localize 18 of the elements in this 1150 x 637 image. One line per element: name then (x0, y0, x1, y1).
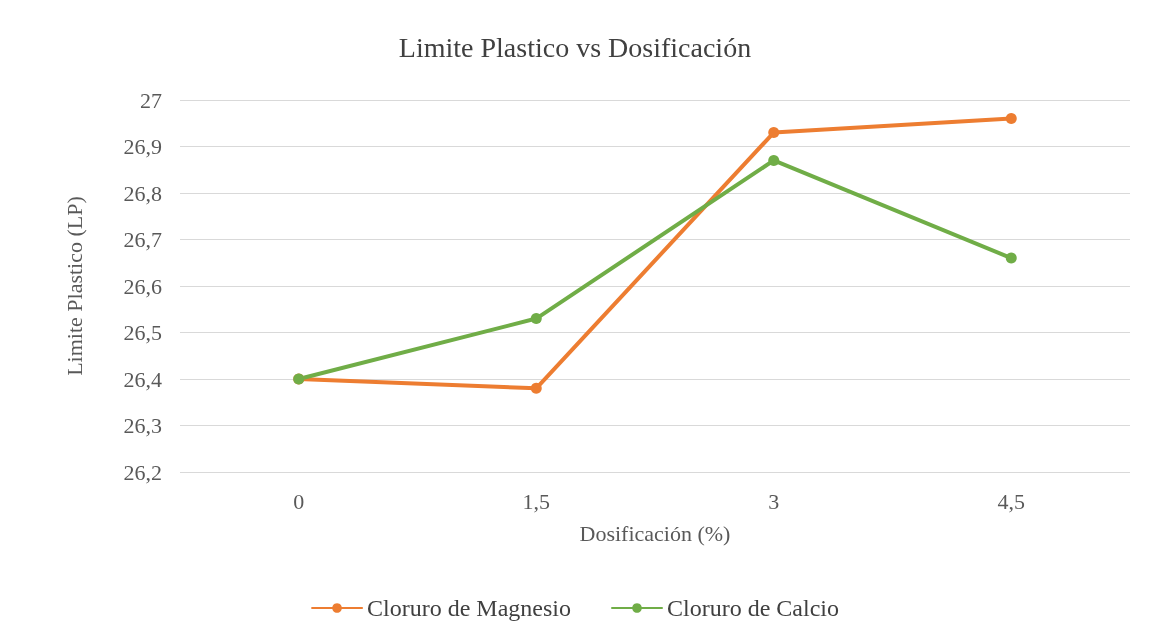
y-axis-title: Limite Plastico (LP) (61, 196, 87, 376)
x-tick-label: 4,5 (997, 488, 1025, 514)
legend-label: Cloruro de Calcio (667, 595, 839, 621)
y-tick-label: 26,4 (123, 366, 162, 392)
y-tick-label: 26,5 (123, 320, 162, 345)
x-axis-title: Dosificación (%) (579, 520, 731, 546)
x-tick-label: 0 (293, 488, 305, 514)
y-tick-label: 26,3 (123, 413, 162, 438)
y-tick-label: 26,7 (123, 227, 162, 252)
x-tick-label: 3 (768, 488, 780, 514)
y-tick-label: 26,8 (123, 180, 162, 206)
chart-title: Limite Plastico vs Dosificación (398, 31, 752, 63)
y-tick-label: 26,2 (123, 459, 162, 485)
y-tick-label: 26,9 (123, 134, 162, 159)
y-tick-label: 27 (140, 87, 162, 113)
x-tick-label: 1,5 (522, 488, 550, 514)
y-tick-label: 26,6 (123, 273, 162, 299)
legend-label: Cloruro de Magnesio (367, 595, 572, 621)
